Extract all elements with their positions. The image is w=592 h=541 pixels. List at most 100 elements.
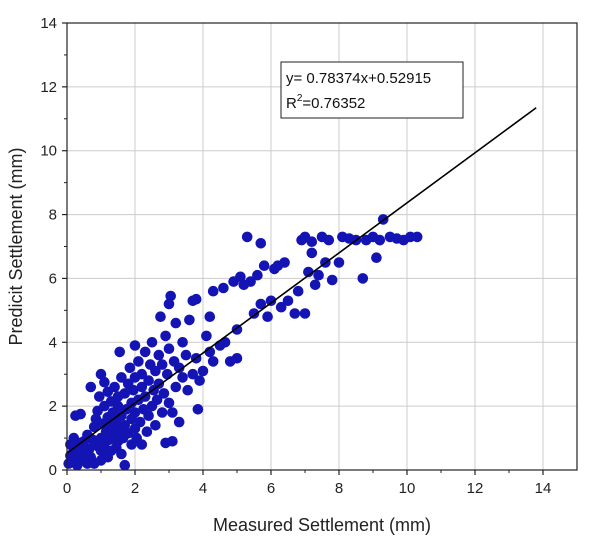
data-point [151,394,163,406]
x-tick-label: 12 [467,480,484,497]
data-point [156,359,168,370]
data-point [116,448,127,460]
data-point [150,420,161,431]
data-point [170,381,182,393]
data-point [197,365,209,377]
data-point [158,388,170,399]
data-point [114,346,125,358]
data-point [306,236,318,247]
data-point [326,274,338,286]
data-point [231,353,243,364]
data-point [116,372,127,383]
r-squared-prefix: R [286,95,297,112]
data-point [207,285,219,297]
fit-equation-annotation: y= 0.78374x+0.52915 R2=0.76352 [280,61,464,119]
data-point [279,257,290,268]
x-tick-label: 4 [199,480,207,497]
r-squared-superscript: 2 [297,93,303,104]
x-axis-ticks: 0 2 4 6 8 10 12 14 [63,470,552,497]
equation-text: y= 0.78374x+0.52915 [286,70,431,87]
r-squared-text: R2=0.76352 [286,93,365,112]
data-point [136,381,148,393]
x-axis-label: Measured Settlement (mm) [213,515,431,535]
data-point [128,384,139,396]
data-point [95,368,107,380]
data-point [112,400,124,412]
x-tick-label: 10 [399,480,416,497]
data-point [139,346,151,358]
data-point [255,238,267,249]
data-point [282,295,294,307]
data-point [99,376,110,388]
data-point [184,314,195,326]
data-point [177,337,188,348]
y-tick-label: 0 [49,462,57,479]
x-tick-label: 6 [267,480,275,497]
x-tick-label: 0 [63,480,71,497]
data-point [141,426,153,438]
y-tick-label: 14 [40,15,57,32]
data-point [371,252,382,263]
data-point [357,273,369,284]
data-point [109,381,120,393]
data-point [146,337,158,348]
data-point [119,459,131,471]
x-tick-label: 2 [131,480,139,497]
data-point [119,388,131,399]
data-point [201,330,212,342]
data-point [323,234,335,246]
x-tick-label: 14 [535,480,552,497]
data-point [204,311,216,323]
data-point [88,421,100,433]
data-point [167,407,178,418]
data-point [258,260,270,272]
data-point [333,257,345,268]
x-tick-label: 8 [335,480,343,497]
data-point [165,290,176,302]
data-point [190,293,202,305]
y-tick-label: 4 [49,334,57,351]
data-point [163,343,175,355]
data-point [155,311,166,323]
r-squared-value: =0.76352 [302,95,365,112]
data-point [163,298,175,310]
data-point [143,410,154,422]
data-point [160,330,171,342]
y-tick-label: 6 [49,270,57,287]
data-point [129,340,141,351]
data-point [163,397,175,409]
data-point [192,404,204,415]
data-point [167,436,178,447]
data-point [143,375,154,386]
data-point [136,368,148,380]
data-point [275,301,287,313]
data-point [153,378,165,390]
y-tick-label: 10 [40,143,57,160]
data-point [177,372,188,383]
y-axis-label: Predicit Settlement (mm) [6,147,26,345]
data-point [306,247,318,259]
data-point [136,439,148,450]
data-point [124,362,136,374]
equation-box [280,61,464,119]
data-point [75,408,86,420]
data-point [133,356,144,367]
data-point [187,368,199,380]
data-point [180,349,192,361]
data-point [245,276,256,287]
data-point [235,271,246,283]
data-point [173,362,185,374]
data-point [94,391,105,402]
data-point [248,308,260,319]
data-point [252,269,263,281]
data-point [218,282,229,294]
data-point [162,368,173,380]
data-point [150,365,161,377]
data-point [156,407,168,418]
data-point [153,349,165,361]
data-point [194,375,205,386]
data-point [299,308,311,319]
y-axis-ticks: 0 2 4 6 8 10 12 14 [40,15,67,479]
data-point [129,407,141,418]
data-point [411,231,423,243]
